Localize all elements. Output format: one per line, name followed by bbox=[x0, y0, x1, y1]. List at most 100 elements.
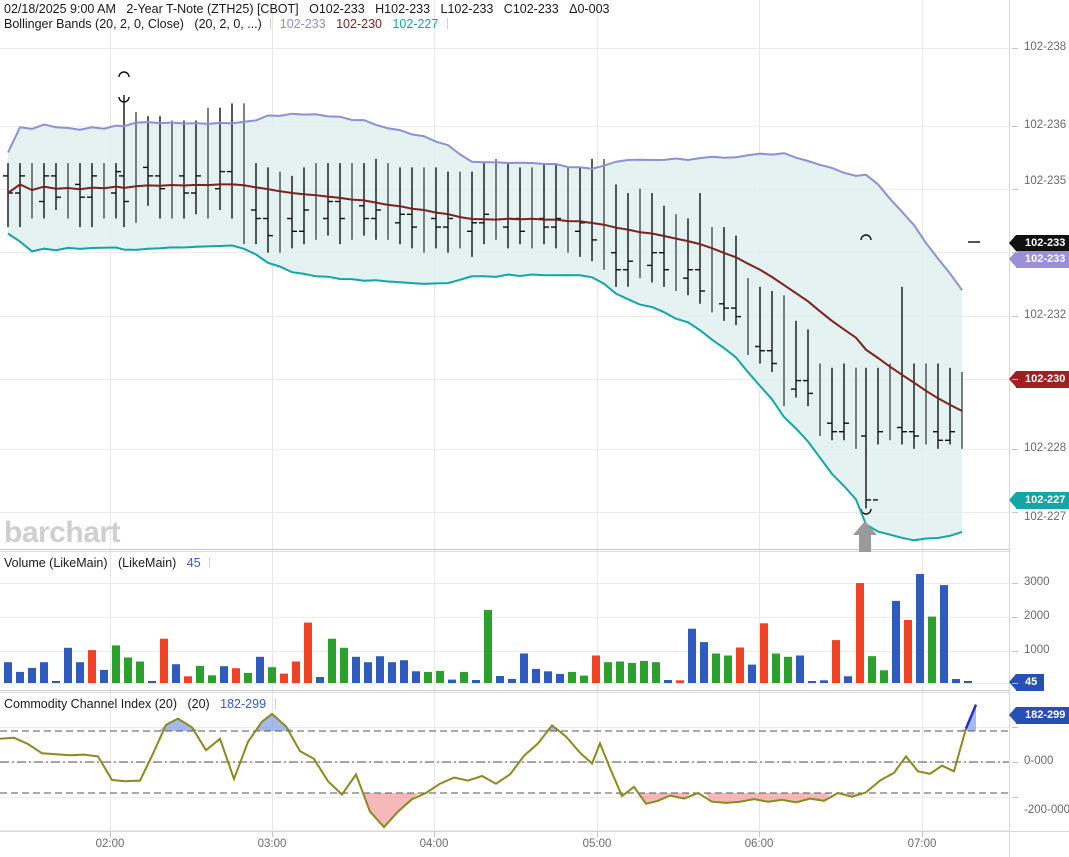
ohlc-bar[interactable] bbox=[87, 163, 97, 228]
volume-bar[interactable] bbox=[472, 680, 480, 683]
cci-panel-svg[interactable] bbox=[0, 692, 1009, 831]
ohlc-bar[interactable] bbox=[335, 163, 345, 245]
ohlc-bar[interactable] bbox=[839, 363, 849, 441]
ohlc-bar[interactable] bbox=[719, 227, 729, 321]
ohlc-bar[interactable] bbox=[467, 171, 477, 257]
volume-bar[interactable] bbox=[856, 583, 864, 683]
volume-bar[interactable] bbox=[448, 679, 456, 683]
volume-bar[interactable] bbox=[136, 661, 144, 684]
volume-bar[interactable] bbox=[940, 585, 948, 683]
volume-bar[interactable] bbox=[352, 656, 360, 683]
ohlc-bar[interactable] bbox=[359, 163, 369, 236]
volume-bar[interactable] bbox=[220, 666, 228, 683]
volume-bar[interactable] bbox=[616, 661, 624, 684]
ohlc-bar[interactable] bbox=[431, 167, 441, 249]
volume-bar[interactable] bbox=[64, 647, 72, 683]
volume-bar[interactable] bbox=[748, 664, 756, 683]
volume-bar[interactable] bbox=[460, 671, 468, 683]
volume-bar[interactable] bbox=[964, 681, 972, 683]
volume-bar[interactable] bbox=[916, 574, 924, 683]
volume-bar[interactable] bbox=[784, 656, 792, 683]
ohlc-bar[interactable] bbox=[659, 205, 669, 287]
ohlc-bar[interactable] bbox=[803, 329, 813, 407]
volume-bar[interactable] bbox=[280, 673, 288, 683]
volume-bar[interactable] bbox=[736, 647, 744, 684]
volume-bar[interactable] bbox=[712, 653, 720, 684]
volume-bar[interactable] bbox=[868, 656, 876, 683]
volume-bar[interactable] bbox=[268, 667, 276, 683]
volume-bar[interactable] bbox=[304, 622, 312, 683]
volume-bar[interactable] bbox=[412, 671, 420, 683]
volume-bar[interactable] bbox=[652, 662, 660, 683]
ohlc-bar[interactable] bbox=[287, 175, 297, 249]
volume-bar[interactable] bbox=[208, 675, 216, 683]
volume-bar[interactable] bbox=[820, 680, 828, 683]
ohlc-bar[interactable] bbox=[155, 116, 165, 219]
volume-bar[interactable] bbox=[100, 669, 108, 683]
price-panel-svg[interactable] bbox=[0, 0, 1009, 549]
volume-bar[interactable] bbox=[676, 680, 684, 683]
bb-middle-badge[interactable]: 102-230 bbox=[1008, 371, 1069, 388]
volume-bar[interactable] bbox=[28, 667, 36, 683]
volume-bar[interactable] bbox=[496, 676, 504, 683]
up-arrow-marker[interactable] bbox=[852, 519, 878, 553]
volume-bar[interactable] bbox=[880, 670, 888, 683]
volume-bar[interactable] bbox=[760, 623, 768, 683]
ohlc-bar[interactable] bbox=[15, 163, 25, 228]
volume-bar[interactable] bbox=[16, 671, 24, 683]
volume-bar[interactable] bbox=[484, 609, 492, 683]
volume-bar[interactable] bbox=[184, 676, 192, 683]
volume-bar[interactable] bbox=[580, 675, 588, 683]
ohlc-bar[interactable] bbox=[755, 286, 765, 364]
volume-bar[interactable] bbox=[904, 620, 912, 683]
ohlc-bar[interactable] bbox=[75, 163, 85, 228]
ohlc-bar[interactable] bbox=[39, 163, 49, 219]
volume-bar[interactable] bbox=[340, 647, 348, 683]
volume-bar[interactable] bbox=[436, 670, 444, 683]
bb-upper-badge[interactable]: 102-233 bbox=[1008, 251, 1069, 268]
ohlc-bar[interactable] bbox=[323, 163, 333, 236]
volume-bar[interactable] bbox=[124, 657, 132, 684]
ohlc-bar[interactable] bbox=[215, 107, 225, 210]
ohlc-bar[interactable] bbox=[371, 158, 381, 240]
volume-bar[interactable] bbox=[772, 653, 780, 684]
volume-bar[interactable] bbox=[952, 679, 960, 683]
ohlc-bar[interactable] bbox=[143, 116, 153, 206]
volume-bar[interactable] bbox=[892, 600, 900, 683]
ohlc-bar[interactable] bbox=[873, 367, 883, 501]
volume-bar[interactable] bbox=[232, 668, 240, 683]
volume-bar[interactable] bbox=[844, 676, 852, 683]
volume-bar[interactable] bbox=[724, 655, 732, 684]
ohlc-bar[interactable] bbox=[263, 167, 273, 253]
volume-bar[interactable] bbox=[532, 668, 540, 683]
volume-bar[interactable] bbox=[424, 671, 432, 683]
volume-bar[interactable] bbox=[160, 638, 168, 683]
volume-value-badge[interactable]: 45 bbox=[1008, 674, 1045, 691]
ohlc-bar[interactable] bbox=[119, 94, 129, 228]
volume-bar[interactable] bbox=[148, 681, 156, 683]
volume-bar[interactable] bbox=[640, 660, 648, 683]
ohlc-bar[interactable] bbox=[611, 184, 621, 287]
volume-bar[interactable] bbox=[832, 640, 840, 683]
ohlc-bar[interactable] bbox=[909, 363, 919, 449]
ohlc-bar[interactable] bbox=[299, 167, 309, 245]
volume-bar[interactable] bbox=[700, 642, 708, 683]
volume-bar[interactable] bbox=[316, 677, 324, 683]
volume-bar[interactable] bbox=[292, 661, 300, 684]
ohlc-bar[interactable] bbox=[647, 193, 657, 283]
ohlc-bar[interactable] bbox=[623, 193, 633, 287]
ohlc-bar[interactable] bbox=[731, 235, 741, 326]
ohlc-bar[interactable] bbox=[791, 320, 801, 398]
ohlc-bar[interactable] bbox=[551, 163, 561, 249]
volume-bar[interactable] bbox=[364, 662, 372, 683]
volume-bar[interactable] bbox=[808, 681, 816, 683]
volume-panel-title[interactable]: Volume (LikeMain) (LikeMain) 45 bbox=[4, 556, 215, 570]
volume-bar[interactable] bbox=[508, 679, 516, 683]
volume-bar[interactable] bbox=[568, 671, 576, 683]
ohlc-bar[interactable] bbox=[827, 367, 837, 441]
volume-bar[interactable] bbox=[76, 662, 84, 683]
volume-bar[interactable] bbox=[4, 662, 12, 683]
volume-panel-svg[interactable] bbox=[0, 551, 1009, 690]
